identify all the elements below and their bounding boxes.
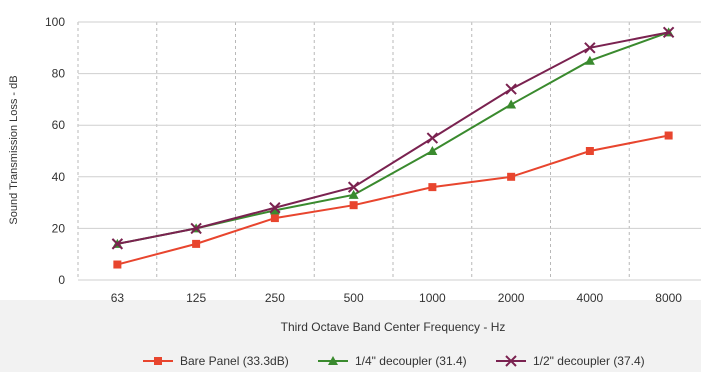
legend-band [0,300,701,372]
x-tick-label: 1000 [419,291,446,305]
triangle-marker [584,55,595,65]
legend-label: 1/4" decoupler (31.4) [355,354,467,368]
legend-item: 1/2" decoupler (37.4) [496,354,645,368]
series-group [111,26,675,269]
triangle-marker [348,189,359,199]
x-tick-label: 2000 [498,291,525,305]
x-marker [347,181,360,193]
series-line [117,31,669,245]
square-marker [113,260,122,269]
square-marker [349,201,358,210]
axes: 0 20 40 60 80 100 63 125 250 500 1000 2000 4000 8000 [45,15,682,305]
y-tick-label: 80 [52,67,66,81]
x-tick-label: 250 [265,291,285,305]
legend-label: 1/2" decoupler (37.4) [533,354,645,368]
legend: Bare Panel (33.3dB) 1/4" decoupler (31.4)… [143,354,645,368]
series [113,131,673,269]
legend-label: Bare Panel (33.3dB) [180,354,289,368]
square-marker [507,172,516,181]
square-marker [270,214,279,223]
square-marker [428,183,437,192]
square-marker [585,147,594,155]
y-tick-label: 20 [52,221,66,235]
series [111,26,675,250]
x-marker [505,83,517,95]
y-axis-label: Sound Transmission Loss - dB [8,75,20,224]
triangle-marker [506,99,517,109]
x-tick-label: 125 [186,291,206,305]
x-marker [426,132,439,144]
y-tick-label: 0 [58,273,65,287]
triangle-marker [427,146,438,155]
x-marker [662,26,675,39]
x-tick-label: 63 [111,291,125,305]
x-marker [111,238,124,250]
series-line [117,134,669,266]
x-marker [190,222,202,235]
triangle-marker [328,356,338,365]
y-tick-label: 40 [52,170,66,184]
x-marker [505,355,517,367]
y-tick-label: 60 [52,118,66,132]
square-marker [154,357,162,365]
x-tick-label: 4000 [577,291,604,305]
square-marker [664,131,673,140]
x-tick-label: 500 [344,291,364,305]
x-marker [269,202,281,214]
x-axis-label: Third Octave Band Center Frequency - Hz [281,320,506,334]
square-marker [192,239,201,248]
legend-item: Bare Panel (33.3dB) [143,354,289,368]
legend-item: 1/4" decoupler (31.4) [318,354,467,368]
x-marker [584,42,596,54]
triangle-marker [269,205,280,215]
grid [77,21,701,281]
y-tick-label: 100 [45,15,65,29]
x-tick-label: 8000 [655,291,682,305]
